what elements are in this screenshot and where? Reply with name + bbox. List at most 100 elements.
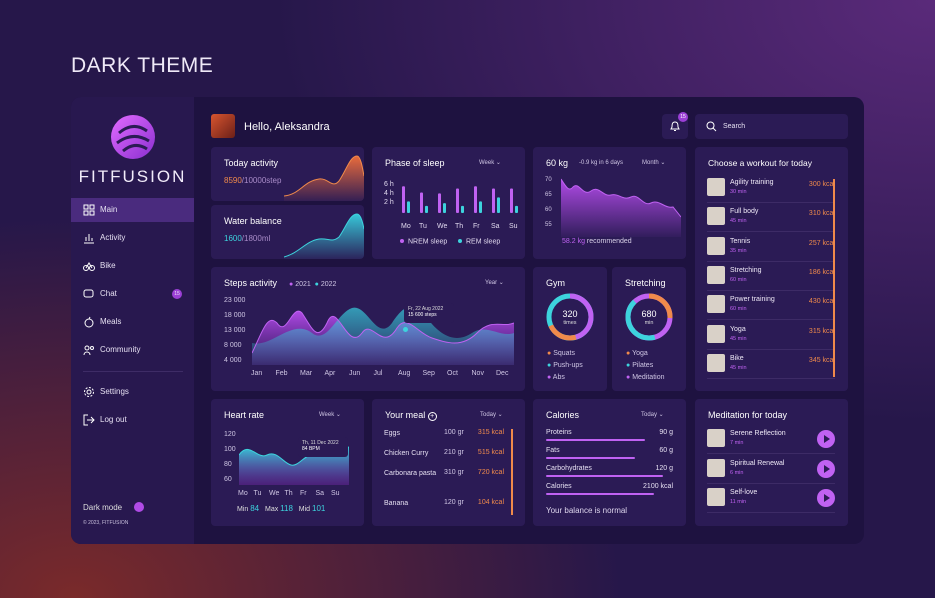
meditation-item[interactable]: Self-love 11 min: [707, 485, 835, 513]
nutrient-bar: [546, 439, 646, 441]
gym-legend: ● Squats ● Push-ups ● Abs: [547, 350, 583, 381]
steps-month-label: Feb: [275, 370, 288, 377]
water-balance-card[interactable]: Water balance 1600/1800ml: [211, 205, 364, 259]
steps-legend: ● 2021 ● 2022: [289, 281, 337, 288]
bike-icon: [83, 262, 95, 271]
heart-day-label: Th: [284, 490, 293, 497]
heart-rate-card[interactable]: Heart rate Week ⌄ 120 100 80 60 Th, 11 Dec …: [211, 399, 364, 526]
sleep-legend-dot: [400, 239, 404, 243]
sleep-ytick: 6 h: [384, 181, 394, 188]
workout-kcal: 310 kcal: [808, 210, 835, 218]
meal-item[interactable]: Banana 120 gr 104 kcal: [384, 499, 504, 519]
meal-kcal: 720 kcal: [477, 469, 504, 476]
workout-name: Bike: [730, 354, 744, 362]
steps-month-label: Aug: [398, 370, 411, 377]
nutrient-name: Proteins: [546, 429, 572, 436]
sidebar-item-main[interactable]: Main: [71, 198, 194, 222]
steps-card[interactable]: Steps activity ● 2021 ● 2022 Year ⌄ 23 0…: [211, 267, 525, 391]
weight-value-row: 58.2 kg recommended: [562, 238, 632, 245]
play-button[interactable]: [817, 430, 835, 448]
sleep-day-label: Fr: [473, 223, 480, 230]
workout-item[interactable]: Stretching 60 min 186 kcal: [707, 263, 835, 291]
meal-period-select[interactable]: Today ⌄: [480, 412, 503, 418]
meal-scrollbar[interactable]: [511, 429, 513, 515]
sleep-card[interactable]: Phase of sleep Week ⌄ 6 h 4 h 2 h Mo Tu We Th F…: [372, 147, 525, 259]
sidebar-item-chat[interactable]: Chat 15: [71, 282, 194, 306]
grid-icon: [83, 204, 95, 216]
meditation-item[interactable]: Serene Reflection 7 min: [707, 426, 835, 454]
avatar[interactable]: [211, 114, 235, 138]
workout-item[interactable]: Yoga 45 min 315 kcal: [707, 322, 835, 350]
dark-mode-toggle[interactable]: [134, 502, 144, 512]
sleep-period-select[interactable]: Week ⌄: [479, 160, 501, 166]
sidebar-item-meals[interactable]: Meals: [71, 310, 194, 334]
workout-thumbnail: [707, 178, 725, 196]
sleep-bar-nrem: [510, 188, 513, 213]
heart-day-label: Su: [331, 490, 340, 497]
calories-period-select[interactable]: Today ⌄: [641, 412, 664, 418]
add-meal-icon[interactable]: +: [427, 412, 437, 421]
meditation-thumbnail: [707, 458, 725, 477]
workout-item[interactable]: Tennis 35 min 257 kcal: [707, 234, 835, 262]
sidebar-item-activity[interactable]: Activity: [71, 226, 194, 250]
stretching-card[interactable]: Stretching 680 min ● Yoga ● Pilates ● Medi…: [612, 267, 686, 391]
sleep-bar-nrem: [420, 192, 423, 213]
calories-card[interactable]: Calories Today ⌄ Proteins 90 g Fats 60 g Car…: [533, 399, 686, 526]
sleep-bar-nrem: [492, 188, 495, 213]
meal-item[interactable]: Carbonara pasta 310 gr 720 kcal: [384, 469, 504, 489]
workout-item[interactable]: Bike 45 min 345 kcal: [707, 351, 835, 379]
weight-card[interactable]: 60 kg -0.9 kg in 6 days Month ⌄ 70 65 60…: [533, 147, 686, 259]
workout-item[interactable]: Power training 60 min 430 kcal: [707, 292, 835, 321]
sidebar-item-community[interactable]: Community: [71, 338, 194, 362]
heart-day-label: Sa: [315, 490, 325, 497]
steps-period-select[interactable]: Year ⌄: [485, 280, 504, 286]
search-input[interactable]: Search: [723, 123, 746, 130]
steps-month-label: Sep: [422, 370, 435, 377]
meal-kcal: 315 kcal: [477, 429, 504, 436]
sidebar-item-bike[interactable]: Bike: [71, 254, 194, 278]
gym-card[interactable]: Gym 320 times ● Squats ● Push-ups ● Abs: [533, 267, 607, 391]
sleep-day-label: We: [437, 223, 447, 230]
workout-duration: 45 min: [730, 218, 747, 225]
stretching-unit: min: [644, 320, 654, 326]
nutrient-bar: [546, 493, 654, 495]
steps-cursor: [403, 327, 408, 332]
workout-kcal: 257 kcal: [808, 239, 835, 247]
workout-kcal: 430 kcal: [808, 298, 835, 306]
stretching-donut: [625, 293, 673, 341]
workout-item[interactable]: Full body 45 min 310 kcal: [707, 204, 835, 233]
steps-ytick: 13 000: [224, 327, 246, 334]
meal-card[interactable]: Your meal + Today ⌄ Eggs 100 gr 315 kcal Ch…: [372, 399, 525, 526]
workout-scrollbar[interactable]: [833, 179, 835, 377]
sidebar-item-settings[interactable]: Settings: [71, 380, 194, 404]
logout-icon: [83, 414, 95, 426]
heart-ytick: 120: [224, 431, 236, 438]
meal-item[interactable]: Chicken Curry 210 gr 515 kcal: [384, 449, 504, 469]
weight-ytick: 55: [545, 222, 552, 228]
heart-period-select[interactable]: Week ⌄: [319, 412, 341, 418]
notification-badge: 15: [678, 112, 688, 122]
play-button[interactable]: [817, 459, 835, 478]
sidebar-item-log-out[interactable]: Log out: [71, 408, 194, 432]
meditation-duration: 6 min: [730, 469, 744, 476]
today-activity-card[interactable]: Today activity 8590/10000step: [211, 147, 364, 201]
sleep-day-label: Su: [509, 223, 518, 230]
heart-day-label: Mo: [238, 490, 248, 497]
people-icon: [83, 345, 94, 356]
sidebar-item-label: Activity: [100, 233, 126, 242]
play-button[interactable]: [817, 489, 835, 507]
meal-weight: 120 gr: [444, 499, 464, 506]
workout-item[interactable]: Agility training 30 min 300 kcal: [707, 175, 835, 203]
search-box[interactable]: Search: [695, 114, 848, 139]
search-icon: [706, 121, 717, 132]
meditation-name: Self-love: [730, 489, 758, 496]
weight-period-select[interactable]: Month ⌄: [642, 160, 666, 166]
notification-button[interactable]: 15: [662, 112, 688, 139]
meal-item[interactable]: Eggs 100 gr 315 kcal: [384, 429, 504, 449]
steps-month-label: Dec: [496, 370, 509, 377]
meditation-item[interactable]: Spiritual Renewal 6 min: [707, 456, 835, 484]
heart-title: Heart rate: [224, 410, 265, 420]
sleep-bar-nrem: [474, 186, 477, 213]
workout-thumbnail: [707, 353, 725, 372]
meal-weight: 310 gr: [444, 469, 464, 476]
